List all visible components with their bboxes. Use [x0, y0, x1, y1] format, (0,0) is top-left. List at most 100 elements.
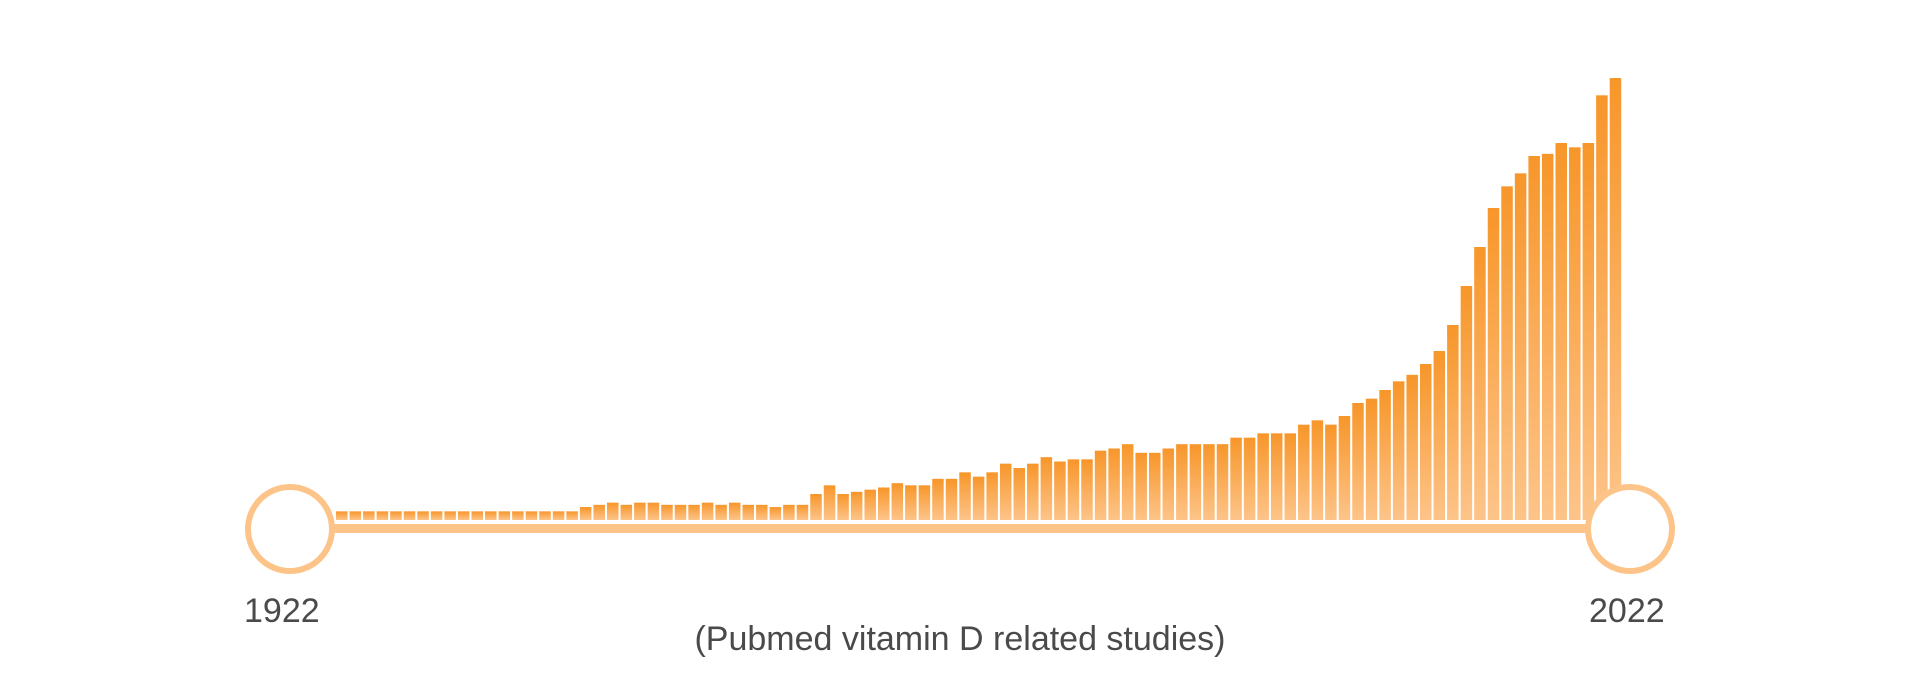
- bar-1995: [1325, 424, 1337, 520]
- bar-1963: [891, 483, 904, 520]
- bar-1951: [728, 502, 741, 520]
- bar-1965: [918, 485, 931, 520]
- bar-1927: [403, 511, 416, 520]
- bar-2007: [1487, 208, 1500, 520]
- bar-1997: [1352, 403, 1364, 520]
- bar-1964: [905, 485, 917, 520]
- bar-1949: [701, 502, 714, 520]
- bar-1994: [1311, 420, 1324, 520]
- bar-1972: [1013, 468, 1025, 520]
- bar-1991: [1270, 433, 1283, 520]
- bar-1947: [674, 504, 687, 520]
- bar-1988: [1230, 437, 1242, 520]
- bar-1987: [1216, 444, 1229, 520]
- bar-1989: [1243, 437, 1256, 520]
- bar-2013: [1569, 147, 1581, 520]
- bar-1959: [837, 494, 849, 520]
- bar-1922: [336, 511, 348, 520]
- bar-1930: [444, 511, 456, 520]
- bar-1999: [1379, 390, 1391, 520]
- bar-1950: [715, 504, 727, 520]
- bar-1929: [430, 511, 443, 520]
- bar-1926: [390, 511, 402, 520]
- bar-1967: [945, 478, 958, 520]
- bar-1980: [1121, 444, 1134, 520]
- bar-1948: [688, 504, 700, 520]
- bar-1976: [1067, 459, 1080, 520]
- bar-1978: [1094, 450, 1107, 520]
- bar-1944: [634, 502, 646, 520]
- bar-1924: [363, 511, 375, 520]
- bar-2000: [1392, 381, 1405, 520]
- bar-1953: [756, 504, 768, 520]
- bar-1986: [1203, 444, 1215, 520]
- bar-1942: [607, 502, 619, 520]
- bar-2004: [1447, 325, 1459, 520]
- bar-1961: [864, 489, 876, 520]
- bar-1969: [972, 476, 985, 520]
- bar-1936: [525, 511, 538, 520]
- bar-1928: [417, 511, 429, 520]
- bar-2016: [1609, 78, 1622, 520]
- bar-2002: [1420, 364, 1432, 520]
- bar-1952: [742, 504, 754, 520]
- bar-2005: [1460, 286, 1473, 520]
- timeline-start-knob[interactable]: [245, 484, 335, 574]
- bar-1933: [485, 511, 497, 520]
- bar-1983: [1162, 448, 1175, 520]
- bar-1998: [1365, 398, 1378, 520]
- bar-1960: [850, 491, 863, 520]
- bar-1970: [986, 472, 998, 520]
- bar-1923: [349, 511, 362, 520]
- bar-2003: [1433, 351, 1446, 520]
- bar-1954: [769, 507, 782, 520]
- bar-1940: [579, 507, 592, 520]
- bar-1955: [783, 504, 795, 520]
- bar-1956: [796, 504, 809, 520]
- bar-1992: [1284, 433, 1296, 520]
- bar-1984: [1176, 444, 1188, 520]
- bar-2001: [1406, 374, 1418, 520]
- bar-1985: [1189, 444, 1202, 520]
- bars-group: [336, 78, 1622, 520]
- bar-2011: [1541, 153, 1554, 520]
- end-year-label: 2022: [1589, 592, 1665, 630]
- bar-1937: [539, 511, 551, 520]
- timeline-end-knob[interactable]: [1585, 484, 1675, 574]
- bar-2006: [1474, 247, 1486, 520]
- bar-1946: [661, 504, 673, 520]
- bar-1925: [376, 511, 389, 520]
- bar-1974: [1040, 457, 1053, 520]
- bar-1975: [1054, 461, 1066, 520]
- bar-1935: [512, 511, 524, 520]
- bar-1934: [498, 511, 511, 520]
- bar-1990: [1257, 433, 1269, 520]
- chart-caption: (Pubmed vitamin D related studies): [694, 620, 1226, 658]
- bar-1977: [1081, 459, 1093, 520]
- bar-2015: [1596, 95, 1608, 520]
- bar-2010: [1528, 156, 1540, 520]
- bar-1982: [1149, 452, 1161, 520]
- bar-2014: [1582, 143, 1595, 520]
- bar-1945: [647, 502, 660, 520]
- bar-1966: [932, 478, 944, 520]
- bar-1981: [1135, 452, 1147, 520]
- bar-2008: [1501, 186, 1513, 520]
- bar-1938: [552, 511, 565, 520]
- bar-1962: [878, 487, 890, 520]
- bar-1993: [1298, 424, 1310, 520]
- bar-2009: [1514, 173, 1527, 520]
- bar-1943: [620, 504, 633, 520]
- bar-1931: [457, 511, 470, 520]
- bar-1971: [999, 463, 1012, 520]
- bar-1996: [1338, 416, 1351, 520]
- bar-1957: [810, 494, 822, 520]
- bar-1941: [593, 504, 605, 520]
- bar-1958: [823, 485, 836, 520]
- bar-1973: [1027, 463, 1039, 520]
- start-year-label: 1922: [244, 592, 320, 630]
- bar-1979: [1108, 448, 1120, 520]
- bar-1932: [471, 511, 483, 520]
- timeline-track: [290, 524, 1630, 533]
- bar-1968: [959, 472, 971, 520]
